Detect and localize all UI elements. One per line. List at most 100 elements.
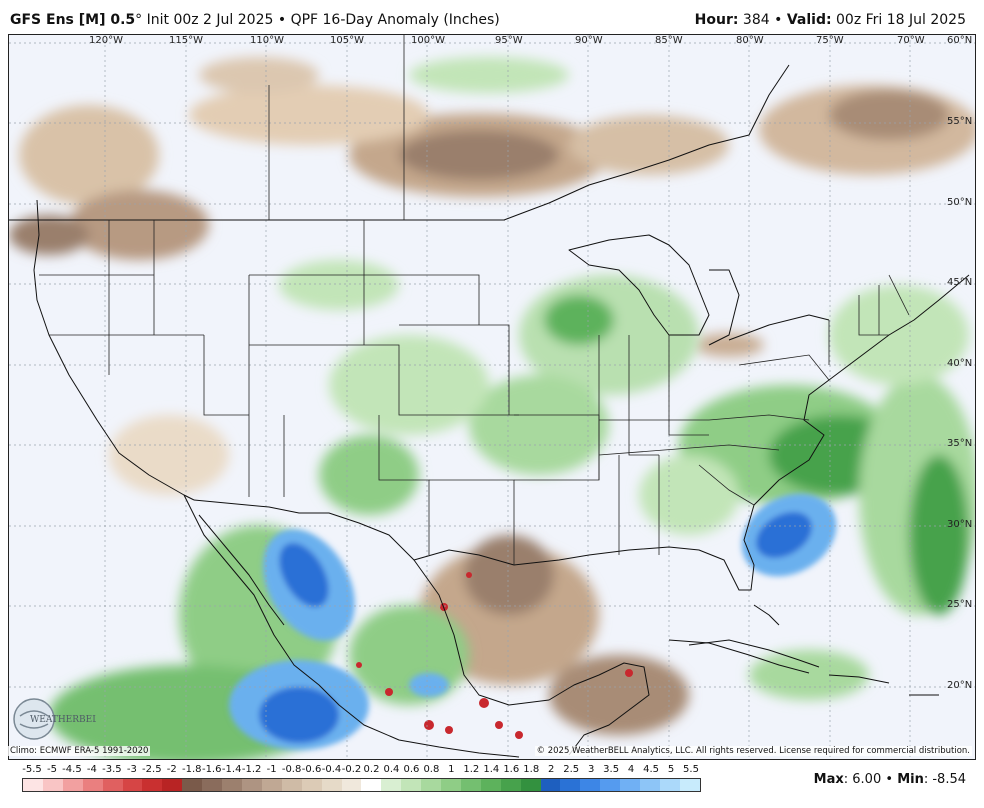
map-panel[interactable]: 120°W 115°W 110°W 105°W 100°W 95°W 90°W … [8, 34, 976, 760]
caribbean-islands [688, 604, 939, 696]
colorbar-swatch [480, 779, 501, 791]
lat-label-55n: 55°N [947, 116, 973, 127]
lon-label-115w: 115°W [169, 35, 203, 46]
valid-label: Valid: [786, 12, 832, 28]
lon-label-100w: 100°W [411, 35, 445, 46]
colorbar-tick-label: 0.6 [403, 764, 420, 775]
colorbar-swatch [222, 779, 242, 791]
colorbar-tick-label: 1.2 [463, 764, 480, 775]
colorbar-swatch [202, 779, 223, 791]
lat-label-30n: 30°N [947, 519, 973, 530]
colorbar-swatch [580, 779, 601, 791]
colorbar [22, 778, 701, 792]
lon-label-85w: 85°W [655, 35, 683, 46]
colorbar-swatch [23, 779, 43, 791]
colorbar-ticks: -5.5 -5 -4.5 -4 -3.5 -3 -2.5 -2 -1.8 -1.6 -1.4 -1.2… [22, 764, 701, 776]
colorbar-tick-label: -4.5 [62, 764, 82, 775]
colorbar-tick-label: 1.6 [503, 764, 520, 775]
lat-label-45n: 45°N [947, 277, 973, 288]
map-canvas [9, 35, 975, 759]
extreme-wet-spots [356, 572, 633, 739]
lat-label-50n: 50°N [947, 197, 973, 208]
colorbar-tick-label: 5.5 [683, 764, 699, 775]
min-value: -8.54 [932, 772, 966, 787]
colorbar-tick-label: -3 [126, 764, 137, 775]
colorbar-tick-label: -5 [46, 764, 57, 775]
header: GFS Ens [M] 0.5° Init 00z 2 Jul 2025 • Q… [0, 0, 984, 34]
colorbar-tick-label: 4.5 [643, 764, 660, 775]
lon-label-105w: 105°W [330, 35, 364, 46]
colorbar-swatch [182, 779, 203, 791]
colorbar-tick-label: -1 [266, 764, 277, 775]
colorbar-swatch [301, 779, 322, 791]
max-label: Max [813, 772, 844, 787]
colorbar-tick-label: -0.8 [281, 764, 302, 775]
graticule [9, 35, 975, 759]
colorbar-tick-label: -1.2 [241, 764, 262, 775]
colorbar-tick-label: -4 [86, 764, 97, 775]
colorbar-swatch [361, 779, 382, 791]
colorbar-swatch [600, 779, 621, 791]
max-min-readout: Max: 6.00 • Min: -8.54 [813, 772, 966, 787]
colorbar-tick-label: 2 [548, 764, 555, 775]
header-title: GFS Ens [M] 0.5° Init 00z 2 Jul 2025 • Q… [10, 12, 500, 28]
colorbar-tick-label: 4 [627, 764, 635, 775]
colorbar-swatch [82, 779, 103, 791]
logo-text: WEATHERBELL [30, 715, 96, 725]
copyright-note: © 2025 WeatherBELL Analytics, LLC. All r… [534, 746, 972, 756]
lat-label-60n: 60°N [947, 35, 973, 46]
colorbar-tick-label: -0.2 [341, 764, 362, 775]
colorbar-swatch [620, 779, 641, 791]
colorbar-tick-label: -1.6 [201, 764, 222, 775]
colorbar-swatch [660, 779, 680, 791]
colorbar-swatch [261, 779, 282, 791]
colorbar-swatch [520, 779, 541, 791]
hour-value: 384 [742, 12, 770, 28]
colorbar-tick-label: -3.5 [102, 764, 122, 775]
colorbar-swatch [640, 779, 660, 791]
colorbar-swatch [679, 779, 700, 791]
lon-label-80w: 80°W [736, 35, 764, 46]
colorbar-tick-label: -2.5 [142, 764, 162, 775]
colorbar-tick-label: 0.2 [363, 764, 380, 775]
weatherbell-logo: WEATHERBELL [13, 698, 96, 740]
degree-sign: ° [135, 12, 143, 28]
lat-label-40n: 40°N [947, 358, 973, 369]
hour-label: Hour: [694, 12, 739, 28]
colorbar-swatch [321, 779, 342, 791]
colorbar-swatch [540, 779, 561, 791]
colorbar-tick-label: -2 [166, 764, 177, 775]
colorbar-tick-label: 1.8 [523, 764, 540, 775]
wet-anomaly-areas [49, 57, 975, 759]
title-bullet: • [277, 12, 287, 28]
colorbar-tick-label: -5.5 [22, 764, 42, 775]
valid-value: 00z Fri 18 Jul 2025 [836, 12, 966, 28]
valid-bullet: • [774, 12, 783, 28]
climo-note: Climo: ECMWF ERA-5 1991-2020 [8, 746, 151, 756]
colorbar-swatch [162, 779, 183, 791]
lat-label-20n: 20°N [947, 680, 973, 691]
colorbar-tick-label: -0.4 [321, 764, 342, 775]
colorbar-swatch [341, 779, 362, 791]
colorbar-tick-label: 3 [587, 764, 595, 775]
colorbar-tick-label: -1.8 [181, 764, 202, 775]
header-valid: Hour: 384 • Valid: 00z Fri 18 Jul 2025 [695, 12, 966, 28]
colorbar-tick-label: 1.4 [483, 764, 500, 775]
colorbar-swatch [460, 779, 481, 791]
min-label: Min [897, 772, 924, 787]
model-name: GFS Ens [M] 0.5 [10, 12, 136, 28]
lon-label-90w: 90°W [575, 35, 603, 46]
lon-label-70w: 70°W [897, 35, 925, 46]
colorbar-swatch [421, 779, 442, 791]
colorbar-swatch [122, 779, 143, 791]
colorbar-tick-label: 0.4 [383, 764, 400, 775]
colorbar-tick-label: -0.6 [301, 764, 322, 775]
colorbar-swatch [500, 779, 521, 791]
lon-label-75w: 75°W [816, 35, 844, 46]
coastlines-and-borders [9, 64, 970, 758]
colorbar-tick-label: 5 [667, 764, 675, 775]
lon-label-110w: 110°W [250, 35, 284, 46]
colorbar-swatch [560, 779, 581, 791]
lon-label-95w: 95°W [495, 35, 523, 46]
init-time: Init 00z 2 Jul 2025 [146, 12, 274, 28]
